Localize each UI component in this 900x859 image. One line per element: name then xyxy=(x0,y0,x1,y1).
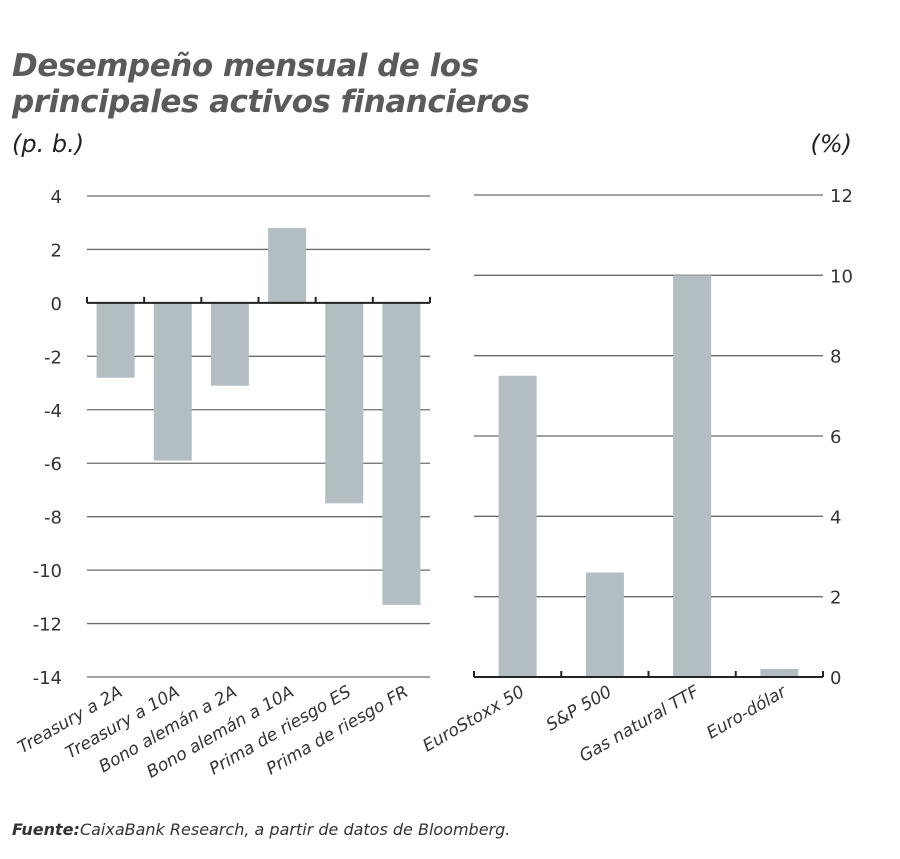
y-tick-label: 10 xyxy=(830,266,853,287)
category-label: S&P 500 xyxy=(543,682,615,735)
y-tick-label: 8 xyxy=(830,347,841,368)
left-unit-label: (p. b.) xyxy=(12,130,85,158)
y-tick-label: 4 xyxy=(51,187,62,208)
bar xyxy=(382,302,421,605)
y-tick-label: -14 xyxy=(33,668,62,689)
bar xyxy=(153,302,192,461)
y-tick-label: 2 xyxy=(830,588,841,609)
bar xyxy=(760,668,799,677)
y-tick-label: -10 xyxy=(33,561,62,582)
y-tick-label: -4 xyxy=(44,401,62,422)
bar xyxy=(210,302,249,386)
y-tick-label: 6 xyxy=(830,427,841,448)
bar xyxy=(673,275,712,677)
y-tick-label: 2 xyxy=(51,240,62,261)
bar xyxy=(268,228,307,303)
source-label: Fuente: xyxy=(12,820,80,839)
bar xyxy=(325,302,364,504)
category-label: EuroStoxx 50 xyxy=(419,682,528,756)
y-tick-label: 4 xyxy=(830,507,841,528)
y-tick-label: 0 xyxy=(51,294,62,315)
source-note: Fuente:CaixaBank Research, a partir de d… xyxy=(12,820,510,839)
right-unit-label: (%) xyxy=(810,130,852,158)
bar xyxy=(585,572,624,677)
bar xyxy=(498,375,537,677)
y-tick-label: 0 xyxy=(830,668,841,689)
category-label: Euro-dólar xyxy=(703,682,790,744)
bar xyxy=(96,302,135,378)
y-tick-label: 12 xyxy=(830,186,853,207)
y-tick-label: -8 xyxy=(44,508,62,529)
chart-title: Desempeño mensual de los principales act… xyxy=(12,48,530,120)
y-tick-label: -6 xyxy=(44,454,62,475)
source-text: CaixaBank Research, a partir de datos de… xyxy=(79,820,511,839)
y-tick-label: -2 xyxy=(44,347,62,368)
y-tick-label: -12 xyxy=(33,615,62,636)
